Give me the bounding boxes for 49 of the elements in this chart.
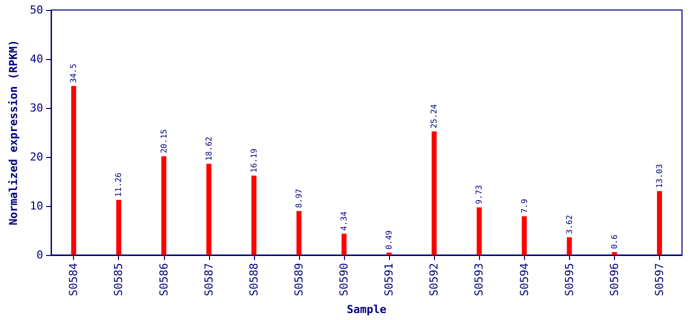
- y-tick-label: 0: [36, 248, 44, 262]
- data-label: 4.34: [340, 211, 349, 231]
- bar: [71, 86, 76, 255]
- data-label: 20.15: [159, 128, 168, 154]
- data-label: 25.24: [430, 104, 439, 128]
- bar: [116, 200, 122, 255]
- x-tick-label: S0592: [428, 262, 441, 296]
- x-tick-label: S0596: [608, 262, 621, 296]
- x-tick-label: S0584: [67, 262, 80, 296]
- x-tick-label: S0585: [112, 262, 126, 296]
- data-label: 3.62: [564, 214, 574, 234]
- bar: [296, 211, 302, 255]
- data-label: 8.97: [294, 188, 304, 208]
- bar: [161, 156, 166, 255]
- y-tick-label: 30: [30, 101, 44, 114]
- bar: [476, 207, 482, 255]
- y-tick-label: 50: [30, 4, 44, 16]
- bar: [566, 237, 572, 255]
- y-tick-label: 40: [30, 52, 44, 66]
- bar: [522, 216, 527, 255]
- data-label: 7.9: [520, 198, 529, 214]
- x-tick-label: S0588: [247, 262, 260, 296]
- x-tick-label: S0597: [652, 262, 666, 296]
- x-tick-label: S0587: [202, 262, 216, 296]
- bar: [432, 131, 437, 255]
- y-axis-title: Normalized expression (RPKM): [7, 40, 20, 226]
- data-label: 11.26: [114, 172, 124, 197]
- bar: [251, 176, 256, 255]
- x-tick-label: S0593: [472, 262, 486, 296]
- bar: [206, 164, 212, 255]
- data-label: 16.19: [249, 148, 258, 173]
- bar: [342, 234, 347, 255]
- x-tick-label: S0586: [157, 262, 170, 296]
- x-tick-label: S0589: [292, 262, 306, 296]
- x-tick-label: S0594: [518, 262, 531, 296]
- data-label: 0.6: [610, 234, 619, 250]
- data-label: 18.62: [204, 136, 214, 161]
- x-tick-label: S0590: [338, 262, 351, 296]
- x-tick-label: S0591: [382, 262, 396, 296]
- x-tick-label: S0595: [562, 262, 576, 296]
- bar: [612, 252, 617, 255]
- y-tick-label: 20: [30, 150, 44, 164]
- y-tick-label: 10: [30, 199, 44, 212]
- x-axis-title: Sample: [346, 303, 387, 316]
- data-label: 9.73: [474, 184, 484, 204]
- data-label: 34.5: [69, 63, 78, 83]
- data-label: 13.03: [654, 164, 664, 188]
- data-label: 0.49: [384, 230, 394, 250]
- bar: [656, 191, 662, 255]
